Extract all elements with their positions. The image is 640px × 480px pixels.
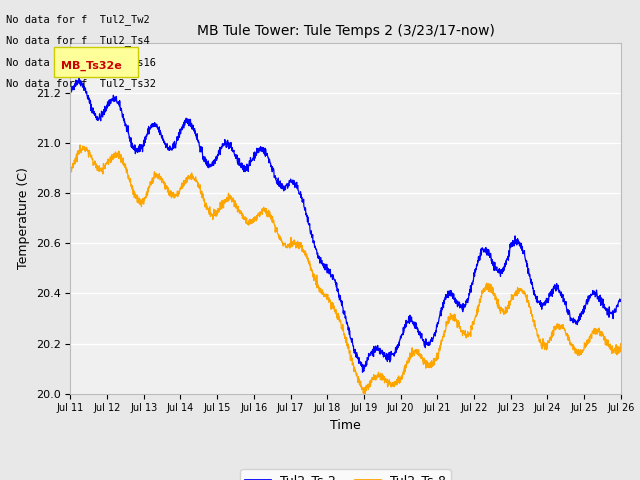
Legend: Tul2_Ts-2, Tul2_Ts-8: Tul2_Ts-2, Tul2_Ts-8 bbox=[240, 469, 451, 480]
Tul2_Ts-8 bbox=[617, 343, 625, 349]
Tul2_Ts-2 bbox=[602, 307, 609, 312]
Tul2_Ts-2 bbox=[617, 297, 625, 303]
Tul2_Ts-2 bbox=[67, 89, 74, 95]
Text: No data for f  Tul2_Ts4: No data for f Tul2_Ts4 bbox=[6, 35, 150, 46]
Tul2_Ts-8 bbox=[95, 164, 102, 169]
Tul2_Ts-8 bbox=[67, 169, 74, 175]
Tul2_Ts-2 bbox=[95, 117, 102, 122]
Tul2_Ts-8 bbox=[500, 311, 508, 316]
Line: Tul2_Ts-8: Tul2_Ts-8 bbox=[70, 145, 621, 394]
Tul2_Ts-8 bbox=[361, 391, 369, 396]
Tul2_Ts-2 bbox=[320, 261, 328, 266]
Tul2_Ts-8 bbox=[602, 342, 609, 348]
Y-axis label: Temperature (C): Temperature (C) bbox=[17, 168, 30, 269]
Text: MB_Ts32e: MB_Ts32e bbox=[61, 60, 122, 71]
Tul2_Ts-2 bbox=[500, 267, 508, 273]
Tul2_Ts-8 bbox=[601, 338, 609, 344]
Text: No data for f  Tul2_Tw2: No data for f Tul2_Tw2 bbox=[6, 13, 150, 24]
X-axis label: Time: Time bbox=[330, 419, 361, 432]
Tul2_Ts-2 bbox=[358, 369, 366, 375]
Tul2_Ts-8 bbox=[335, 311, 342, 316]
Tul2_Ts-2 bbox=[335, 290, 342, 296]
Text: No data for f  Tul2_Ts32: No data for f Tul2_Ts32 bbox=[6, 78, 156, 89]
Title: MB Tule Tower: Tule Temps 2 (3/23/17-now): MB Tule Tower: Tule Temps 2 (3/23/17-now… bbox=[196, 24, 495, 38]
Tul2_Ts-8 bbox=[320, 294, 328, 300]
Text: No data for f  Tul2_Ts16: No data for f Tul2_Ts16 bbox=[6, 57, 156, 68]
Tul2_Ts-2 bbox=[75, 75, 83, 81]
Tul2_Ts-8 bbox=[76, 142, 84, 148]
Line: Tul2_Ts-2: Tul2_Ts-2 bbox=[70, 78, 621, 372]
Tul2_Ts-2 bbox=[601, 305, 609, 311]
